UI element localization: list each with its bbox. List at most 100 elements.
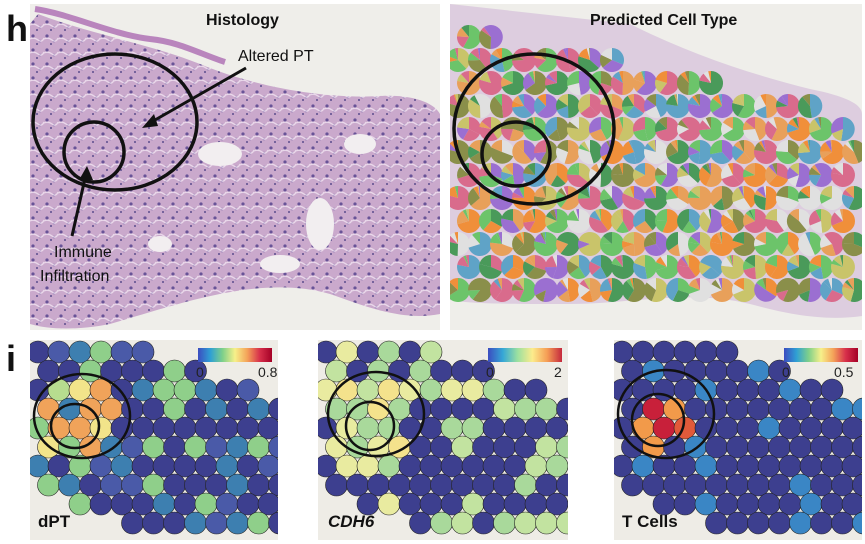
expression-spot [451,359,474,383]
expression-spot [778,416,802,440]
cell-type-pie-spot [456,254,481,279]
expression-spot [789,435,812,459]
cell-type-pie-spot [467,231,492,256]
expression-spot [268,473,278,497]
cell-type-pie-spot [677,208,702,233]
cell-type-pie-spot [666,277,691,302]
expression-spot [236,416,260,440]
cell-type-pie-spot [698,162,724,187]
expression-spot [173,492,197,516]
expression-spot [642,473,665,497]
expression-spot [121,435,144,459]
panel-letter-h: h [6,8,28,49]
cell-type-pie-spot [776,232,800,256]
expression-spot [440,454,464,478]
cell-type-pie-spot [479,255,504,279]
expression-spot [131,454,155,478]
expression-spot [58,473,81,497]
expression-spot [335,454,359,478]
expression-spot [736,378,760,402]
cell-type-pie-spot [754,278,779,302]
expression-spot [184,397,207,421]
cell-type-pie-spot [467,185,493,210]
annotation-altered-pt: Altered PT [238,48,314,65]
cell-type-pie-spot [654,208,680,233]
expression-spot [184,473,207,497]
expression-spot [556,511,568,535]
cell-type-pie-spot [743,208,768,233]
expression-spot [356,340,380,364]
expression-spot [325,473,348,497]
expression-spot [110,492,134,516]
cell-type-pie-spot [566,117,591,141]
expression-spot [430,397,453,421]
cell-type-pie-spot [699,254,724,280]
expression-spot [419,454,443,478]
expression-spot [226,435,249,459]
expression-spot [694,492,718,516]
cell-type-pie-spot [544,255,569,279]
expression-spot [152,378,176,402]
expression-spot [841,454,862,478]
expression-spot [346,473,369,497]
expression-spot [715,454,739,478]
expression-spot [757,454,781,478]
cell-type-pie-spot [522,163,547,187]
expression-spot [318,378,338,402]
histology-image [30,4,440,330]
cell-type-pie-spot [533,185,559,210]
cell-type-pie-spot [467,47,493,73]
cell-type-pie-spot [764,162,790,188]
expression-spot [789,511,812,535]
expression-spot [535,473,558,497]
cell-type-pie-spot [450,185,470,210]
cell-type-pie-spot [808,254,834,280]
expression-spot [694,454,718,478]
expression-spot [79,359,102,383]
cell-type-pie-spot [511,277,537,302]
cell-type-pie-spot [786,208,812,234]
cdh6-map-panel: 0 2 CDH6 [318,340,568,540]
expression-spot [163,473,186,497]
expression-spot [852,473,862,497]
expression-spot [398,492,422,516]
expression-spot [173,454,197,478]
expression-spot [747,397,770,421]
expression-spot [142,435,165,459]
cell-type-pie-spot [566,255,591,280]
expression-spot [335,378,359,402]
expression-spot [335,340,359,364]
expression-spot [514,511,537,535]
cell-type-pie-spot [578,277,603,303]
expression-spot [184,511,207,535]
expression-spot [820,492,844,516]
expression-spot [768,397,791,421]
cell-type-pie-spot [566,70,592,96]
expression-spot [757,416,781,440]
expression-spot [131,340,155,364]
cell-type-pie-spot [450,277,470,302]
expression-spot [419,340,443,364]
cdh6-label: CDH6 [328,512,375,531]
expression-spot [524,378,548,402]
cell-type-pie-spot [533,48,558,72]
cell-type-pie-spot [533,232,558,256]
expression-spot [545,454,568,478]
tcells-label: T Cells [622,512,678,531]
cell-type-pie-spot [798,231,823,256]
expression-spot [247,473,270,497]
expression-spot [356,416,380,440]
expression-spot [131,378,155,402]
cell-type-pie-spot [721,254,746,279]
expression-spot [215,454,239,478]
expression-spot [461,492,485,516]
expression-spot [726,511,749,535]
expression-spot [205,397,228,421]
cell-type-pie-spot [566,162,592,188]
expression-spot [152,492,176,516]
cell-type-pie-spot [831,117,855,141]
expression-spot [184,435,207,459]
expression-spot [257,492,278,516]
expression-spot [430,359,453,383]
expression-spot [163,511,186,535]
